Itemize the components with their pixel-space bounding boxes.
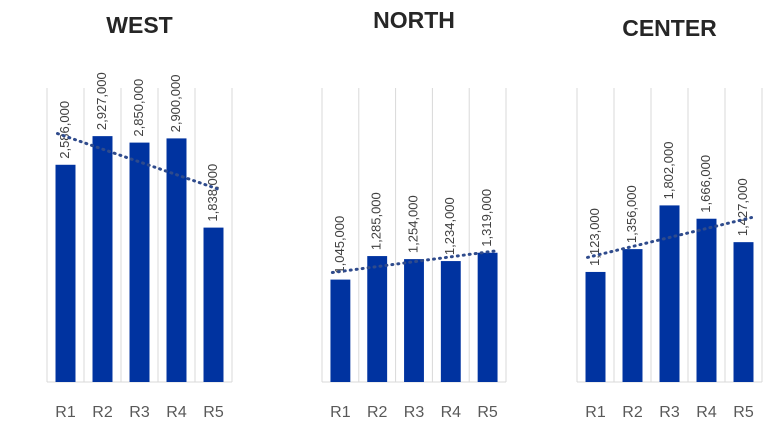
value-label: 1,123,000: [587, 208, 602, 266]
chart-title: CENTER: [622, 15, 717, 41]
chart-title: NORTH: [373, 7, 455, 33]
chart-title: WEST: [106, 12, 172, 38]
bar: [330, 279, 351, 382]
x-tick-label: R4: [166, 404, 187, 421]
value-label: 1,802,000: [661, 142, 676, 200]
bar: [696, 218, 717, 382]
x-tick-label: R1: [55, 404, 76, 421]
x-tick-label: R5: [733, 404, 754, 421]
bar: [203, 227, 224, 382]
value-label: 2,900,000: [168, 75, 183, 133]
x-tick-label: R3: [129, 404, 150, 421]
x-tick-label: R1: [585, 404, 606, 421]
x-tick-label: R5: [477, 404, 498, 421]
value-label: 2,927,000: [94, 72, 109, 130]
x-tick-label: R2: [92, 404, 113, 421]
value-label: 2,850,000: [131, 79, 146, 137]
bar: [477, 252, 498, 382]
bar: [55, 164, 76, 382]
x-tick-label: R1: [330, 404, 351, 421]
value-label: 2,586,000: [57, 101, 72, 159]
x-tick-label: R2: [367, 404, 388, 421]
x-tick-label: R3: [404, 404, 425, 421]
x-tick-label: R5: [203, 404, 224, 421]
x-tick-label: R3: [659, 404, 680, 421]
bar: [622, 249, 643, 382]
bar: [367, 256, 388, 382]
bar: [659, 205, 680, 382]
x-tick-label: R4: [696, 404, 717, 421]
value-label: 1,838,000: [205, 164, 220, 222]
trendline: [330, 249, 498, 275]
value-label: 1,319,000: [479, 189, 494, 247]
bar: [733, 242, 754, 382]
x-tick-label: R2: [622, 404, 643, 421]
value-label: 1,234,000: [442, 197, 457, 255]
trendline: [586, 216, 753, 259]
bar: [92, 136, 113, 382]
value-label: 1,045,000: [332, 216, 347, 274]
value-label: 1,356,000: [624, 185, 639, 243]
bar: [585, 271, 606, 382]
value-label: 1,666,000: [698, 155, 713, 213]
value-label: 1,254,000: [405, 195, 420, 253]
value-label: 1,285,000: [369, 192, 384, 250]
value-label: 1,427,000: [735, 178, 750, 236]
bar: [129, 142, 150, 382]
bar: [440, 261, 461, 382]
x-tick-label: R4: [441, 404, 462, 421]
bar: [166, 138, 187, 382]
trendline: [56, 132, 223, 192]
bar: [404, 259, 424, 382]
